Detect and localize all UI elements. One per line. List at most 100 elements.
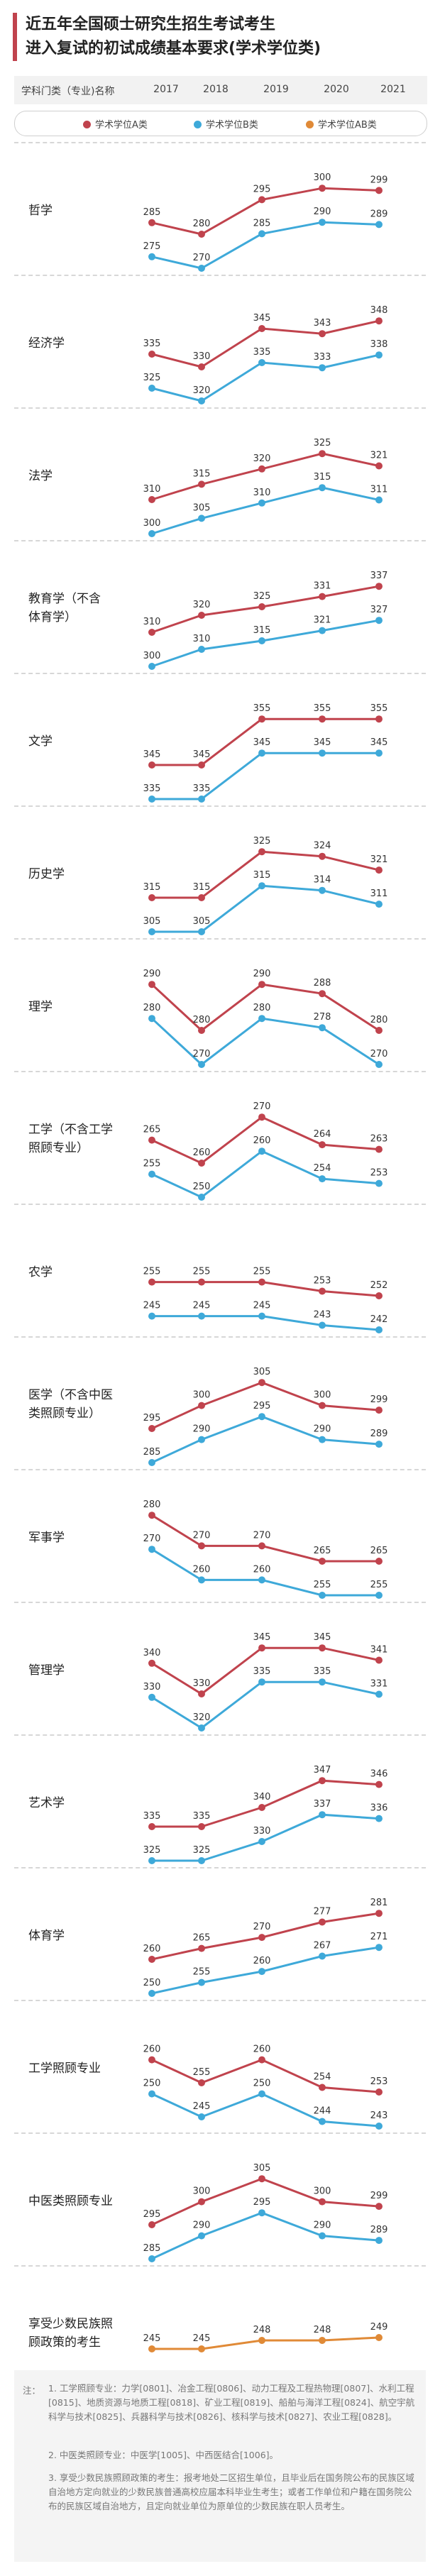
notes-box: 注： 1. 工学照顾专业：力学[0801]、冶金工程[0806]、动力工程及工程… [14, 2370, 426, 2562]
data-label-a: 280 [193, 1015, 211, 1025]
data-label-b: 315 [314, 472, 331, 483]
data-label-a: 345 [253, 1632, 271, 1643]
data-point-b [198, 514, 205, 522]
series-line-b [152, 1315, 380, 1331]
data-label-b: 335 [253, 347, 271, 358]
category-label: 体育学 [28, 1927, 142, 1945]
series-line-b [151, 1150, 380, 1199]
category-label-line: 管理学 [28, 1663, 65, 1678]
data-label-b: 244 [314, 2106, 331, 2117]
data-point-a [198, 480, 205, 488]
category-label: 管理学 [28, 1661, 142, 1680]
data-point-b [258, 1678, 265, 1686]
data-point-b [148, 663, 155, 670]
data-point-a [375, 317, 383, 325]
series-line-b [151, 1415, 380, 1464]
data-point-b [198, 928, 205, 935]
data-label-b: 290 [193, 2220, 211, 2231]
category-line-chart: 315 315 325 324 321 305 305 315 314 311 [143, 836, 388, 935]
data-point-a [258, 603, 265, 610]
category-line-chart: 280 270 270 265 265 270 260 260 255 255 [143, 1499, 387, 1599]
data-label-b: 255 [193, 1967, 211, 1978]
data-label-a: 321 [370, 451, 388, 461]
data-point-a [375, 1027, 383, 1034]
data-label-b: 305 [193, 502, 211, 513]
legend-label-ab: 学术学位AB类 [318, 120, 377, 131]
data-point-a [258, 1934, 265, 1942]
data-label-a: 290 [253, 969, 271, 979]
data-label-b: 333 [314, 352, 331, 363]
data-point-b [258, 1147, 265, 1155]
data-point-a [198, 1944, 205, 1952]
data-label-ab: 248 [314, 2325, 331, 2335]
data-label-b: 285 [143, 2243, 161, 2254]
data-label-a: 299 [370, 2191, 388, 2201]
data-label-a: 300 [193, 1390, 211, 1401]
data-label-a: 355 [314, 703, 331, 714]
note-item: 3. 享受少数民族照顾政策的考生：报考地处二区招生单位，且毕业后在国务院公布的民… [48, 2472, 414, 2511]
data-point-a [319, 1558, 326, 1565]
data-point-a [148, 496, 155, 503]
data-label-b: 260 [253, 1956, 271, 1966]
category-label: 法学 [28, 467, 142, 485]
category-section: 历史学 315 315 325 324 321 305 305 315 314 311 [14, 805, 426, 938]
data-point-a [258, 325, 265, 332]
data-point-b [258, 749, 265, 757]
data-label-a: 264 [314, 1129, 331, 1140]
data-point-b [375, 1944, 383, 1952]
category-line-chart: 295 300 305 300 299 285 290 295 290 289 [143, 2163, 388, 2262]
data-label-b: 285 [143, 1447, 161, 1458]
data-label-b: 330 [143, 1682, 161, 1692]
category-section: 教育学（不含 体育学） 310 320 325 331 337 300 310 315 321 327 [14, 540, 426, 673]
section-divider [14, 673, 426, 674]
data-label-a: 325 [253, 836, 271, 847]
category-label-line: 享受少数民族照 [28, 2317, 113, 2331]
category-label-line: 农学 [28, 1265, 53, 1279]
data-point-b [319, 1175, 326, 1183]
data-label-a: 315 [193, 468, 211, 479]
data-label-b: 289 [370, 2225, 388, 2235]
data-label-b: 254 [314, 1163, 331, 1174]
data-label-b: 310 [253, 488, 271, 498]
data-label-b: 338 [370, 339, 388, 350]
series-line-ab [152, 2336, 380, 2350]
data-label-a: 355 [253, 703, 271, 714]
data-label-a: 320 [253, 453, 271, 464]
data-label-a: 281 [370, 1898, 388, 1908]
data-label-a: 321 [370, 854, 388, 865]
category-label: 哲学 [28, 202, 142, 220]
data-point-a [319, 2198, 326, 2206]
series-line-b [151, 221, 380, 270]
data-label-a: 340 [143, 1648, 161, 1658]
data-label-b: 289 [370, 1429, 388, 1439]
series-line-b [152, 752, 379, 800]
data-label-b: 325 [143, 1845, 161, 1856]
data-label-a: 299 [370, 175, 388, 185]
category-label-line: 经济学 [28, 336, 65, 351]
category-label-line: 照顾专业） [28, 1141, 89, 1155]
data-point-b [258, 1838, 265, 1845]
data-label-b: 335 [193, 783, 211, 794]
data-point-a [148, 2056, 155, 2064]
data-point-b [319, 1024, 326, 1032]
table-header: 学科门类（专业)名称 2017 2018 2019 2020 2021 [14, 76, 427, 104]
data-point-ab [258, 2337, 265, 2344]
data-point-b [198, 796, 205, 803]
category-label-line: 哲学 [28, 204, 53, 218]
data-point-a [258, 2056, 265, 2064]
data-label-b: 310 [193, 634, 211, 644]
data-label-a: 305 [253, 1367, 271, 1377]
section-divider [14, 1469, 426, 1470]
data-point-a [198, 1542, 205, 1550]
data-point-b [375, 1326, 383, 1333]
data-label-b: 250 [143, 2079, 161, 2089]
data-label-a: 315 [193, 882, 211, 893]
data-label-a: 280 [193, 219, 211, 229]
data-label-b: 242 [370, 1314, 388, 1325]
data-label-a: 255 [193, 2067, 211, 2078]
category-column-header: 学科门类（专业)名称 [21, 86, 115, 97]
data-point-ab [148, 2345, 155, 2352]
data-label-a: 285 [143, 207, 161, 218]
data-point-b [375, 1179, 383, 1187]
category-line-chart: 265 260 270 264 263 255 250 260 254 253 [143, 1101, 387, 1201]
